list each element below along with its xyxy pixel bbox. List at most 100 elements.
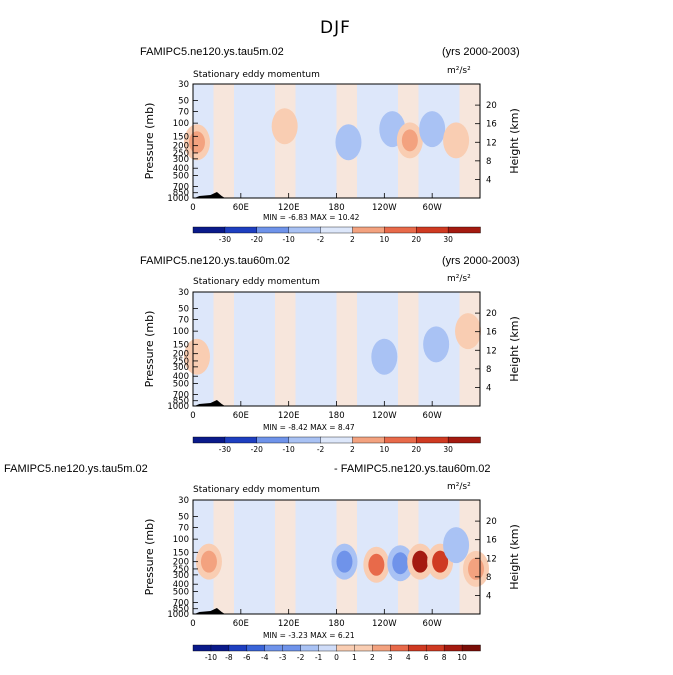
y-axis-label: Pressure (mb) [143,519,156,596]
field-anomaly-core [448,129,465,152]
x-tick-label: 120W [372,203,397,213]
y-axis-label: Pressure (mb) [143,311,156,388]
y-right-tick-label: 20 [486,309,497,319]
panel-left-title: FAMIPC5.ne120.ys.tau5m.02 [140,46,284,58]
y-tick-label: 400 [173,372,189,382]
field-anomaly-core [428,333,445,356]
colorbar-label: -10 [283,445,295,454]
terrain-mask [194,192,225,198]
y-tick-label: 500 [173,171,189,181]
colorbar-label: -10 [205,653,217,662]
panel-minmax: MIN = -6.83 MAX = 10.42 [263,213,360,222]
y-axis-label: Pressure (mb) [143,103,156,180]
y-right-tick-label: 4 [486,175,491,185]
colorbar-segment [210,644,230,652]
colorbar-segment [228,644,248,652]
colorbar-label: 2 [350,235,355,244]
colorbar-label: -4 [261,653,269,662]
y-tick-label: 700 [173,182,189,192]
y-tick-label: 1000 [167,610,189,620]
colorbar-segment [461,644,481,652]
x-tick-label: 180 [328,411,344,421]
colorbar-label: 3 [388,653,393,662]
y-right-tick-label: 16 [486,536,497,546]
y-right-axis-label: Height (km) [508,108,521,174]
panel-right-title: (yrs 2000-2003) [442,46,520,58]
field-anomaly-core [412,550,429,573]
colorbar-segment [288,436,322,444]
y-right-tick-label: 4 [486,591,491,601]
colorbar-segment [336,644,356,652]
field-anomaly-core [188,131,205,154]
y-tick-label: 70 [178,316,189,326]
field-band [213,292,234,406]
field-band [336,292,357,406]
chart-panel-1: 3050701001502002503004005007008501000201… [143,80,521,244]
colorbar-segment [300,644,320,652]
x-tick-label: 60W [423,619,443,629]
colorbar-segment [384,436,417,444]
x-tick-label: 0 [190,203,195,213]
x-tick-label: 60W [423,203,443,213]
colorbar-segment [282,644,302,652]
terrain-mask [194,400,225,406]
y-tick-label: 700 [173,390,189,400]
y-right-tick-label: 12 [486,138,497,148]
y-right-tick-label: 16 [486,120,497,130]
colorbar-segment [372,644,392,652]
y-tick-label: 250 [173,565,189,575]
colorbar-label: 1 [352,653,357,662]
colorbar-segment [416,226,449,234]
colorbar-label: 20 [411,445,421,454]
y-tick-label: 100 [173,327,189,337]
y-right-tick-label: 8 [486,573,491,583]
field-anomaly-core [368,553,385,576]
field-anomaly-core [424,118,441,141]
colorbar-segment [256,226,290,234]
colorbar-label: 2 [370,653,375,662]
colorbar-label: -2 [317,445,325,454]
field-anomaly-core [188,345,205,368]
y-tick-label: 250 [173,149,189,159]
y-tick-label: 850 [173,605,189,615]
colorbar-label: 10 [380,445,390,454]
y-tick-label: 70 [178,524,189,534]
colorbar-segment [416,436,449,444]
field-anomaly-core [392,552,409,575]
panel-minmax: MIN = -8.42 MAX = 8.47 [263,423,355,432]
colorbar-label: 10 [380,235,390,244]
colorbar-label: -30 [219,235,231,244]
field-anomaly-core [376,345,393,368]
colorbar-segment [318,644,338,652]
panel-units: m²/s² [447,274,471,284]
x-tick-label: 60W [423,411,443,421]
field-band [459,292,480,406]
y-tick-label: 150 [173,132,189,142]
colorbar-label: -30 [219,445,231,454]
colorbar-label: 10 [457,653,467,662]
panel-left-title: FAMIPC5.ne120.ys.tau5m.02 [4,463,148,475]
y-tick-label: 700 [173,598,189,608]
y-right-axis-label: Height (km) [508,316,521,382]
y-tick-label: 200 [173,142,189,152]
colorbar-label: 6 [424,653,429,662]
field-band [213,500,234,614]
figure-title: DJF [320,18,351,38]
y-right-tick-label: 8 [486,157,491,167]
y-tick-label: 100 [173,119,189,129]
y-tick-label: 70 [178,108,189,118]
y-tick-label: 500 [173,587,189,597]
panel-units: m²/s² [447,66,471,76]
colorbar-segment [447,436,481,444]
y-right-tick-label: 4 [486,383,491,393]
colorbar-label: -6 [243,653,251,662]
field-anomaly-core [336,550,353,573]
y-tick-label: 300 [173,571,189,581]
field-anomaly-core [460,320,477,343]
panel-right-title: - FAMIPC5.ne120.ys.tau60m.02 [334,463,491,475]
y-tick-label: 150 [173,548,189,558]
panel-right-title: (yrs 2000-2003) [442,255,520,267]
panel-subtitle: Stationary eddy momentum [193,277,320,287]
terrain-mask [194,608,225,614]
panel-minmax: MIN = -3.23 MAX = 6.21 [263,631,355,640]
